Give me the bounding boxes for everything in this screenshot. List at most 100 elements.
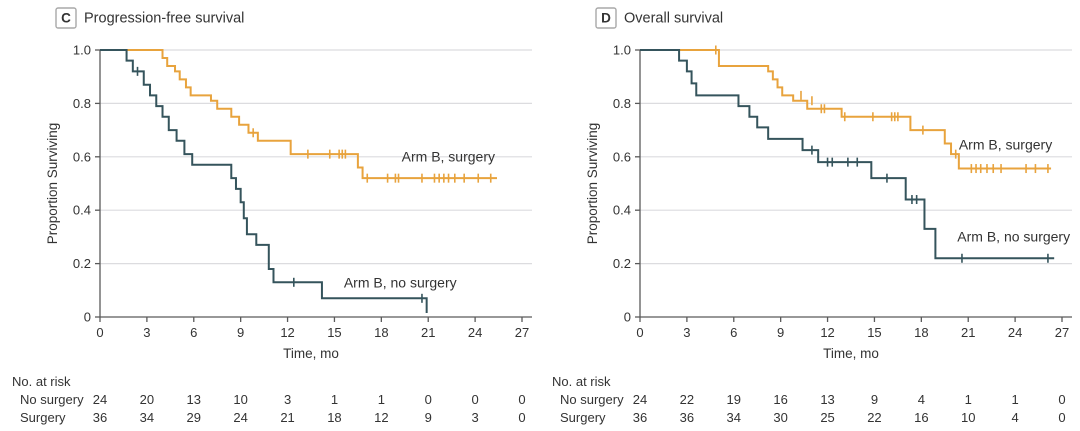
series-label: Arm B, no surgery	[344, 274, 457, 290]
panel-progression-free-survival: C Progression-free survival 0 0.2 0.4 0.6 0.8 1…	[12, 7, 532, 425]
x-tick-label: 9	[237, 325, 244, 340]
x-tick-label: 12	[820, 325, 834, 340]
series-label: Arm B, no surgery	[957, 228, 1070, 244]
series-label: Arm B, surgery	[402, 148, 495, 164]
x-tick-label: 15	[327, 325, 341, 340]
risk-count: 34	[140, 410, 154, 425]
km-curve	[640, 49, 1055, 260]
x-tick-label: 15	[867, 325, 881, 340]
x-tick-label: 21	[961, 325, 975, 340]
risk-count: 10	[961, 410, 975, 425]
risk-count: 36	[633, 410, 647, 425]
x-tick-label: 9	[777, 325, 784, 340]
x-tick-label: 6	[730, 325, 737, 340]
risk-table-heading: No. at risk	[12, 374, 71, 389]
y-tick-label: 0.4	[73, 203, 91, 218]
risk-table-heading: No. at risk	[552, 374, 611, 389]
risk-count: 34	[727, 410, 741, 425]
km-curve	[100, 49, 428, 313]
y-tick-label: 0.8	[73, 96, 91, 111]
risk-row-label: Surgery	[20, 410, 66, 425]
risk-count: 18	[327, 410, 341, 425]
km-curve	[640, 49, 1052, 170]
risk-count: 30	[773, 410, 787, 425]
risk-count: 16	[773, 392, 787, 407]
risk-row-label: No surgery	[20, 392, 84, 407]
risk-count: 22	[680, 392, 694, 407]
x-tick-label: 0	[636, 325, 643, 340]
risk-count: 0	[471, 392, 478, 407]
x-tick-label: 24	[468, 325, 482, 340]
risk-count: 29	[187, 410, 201, 425]
risk-count: 0	[425, 392, 432, 407]
y-tick-label: 1.0	[73, 43, 91, 58]
panel-letter: C	[61, 11, 71, 26]
x-tick-label: 0	[96, 325, 103, 340]
risk-count: 4	[918, 392, 925, 407]
risk-count: 24	[93, 392, 107, 407]
risk-count: 24	[633, 392, 647, 407]
y-tick-label: 0.2	[73, 256, 91, 271]
panel-overall-survival: D Overall survival 0 0.2 0.4 0.6 0.8 1.0 0 3 6 9 12 1…	[540, 0, 1080, 431]
x-tick-label: 18	[914, 325, 928, 340]
risk-count: 0	[1058, 392, 1065, 407]
y-axis-title: Proportion Surviving	[585, 123, 600, 245]
x-axis-title: Time, mo	[823, 346, 879, 361]
series-label: Arm B, surgery	[959, 136, 1052, 152]
risk-count: 1	[378, 392, 385, 407]
y-tick-label: 0.8	[613, 96, 631, 111]
risk-count: 12	[374, 410, 388, 425]
risk-count: 1	[965, 392, 972, 407]
y-tick-label: 0.6	[613, 149, 631, 164]
risk-row-label: Surgery	[560, 410, 606, 425]
risk-count: 9	[871, 392, 878, 407]
risk-count: 20	[140, 392, 154, 407]
risk-count: 21	[280, 410, 294, 425]
risk-count: 10	[233, 392, 247, 407]
risk-count: 3	[471, 410, 478, 425]
x-tick-label: 24	[1008, 325, 1022, 340]
x-tick-label: 27	[1055, 325, 1069, 340]
y-tick-label: 0	[84, 310, 91, 325]
risk-count: 0	[518, 392, 525, 407]
risk-count: 4	[1011, 410, 1018, 425]
risk-count: 0	[1058, 410, 1065, 425]
y-axis-title: Proportion Surviving	[45, 123, 60, 245]
chart-progression-free-survival: C Progression-free survival 0 0.2 0.4 0.6 0.8 1…	[12, 7, 532, 425]
x-tick-label: 6	[190, 325, 197, 340]
risk-row-label: No surgery	[560, 392, 624, 407]
x-tick-label: 27	[515, 325, 529, 340]
panel-letter-box	[595, 7, 617, 29]
risk-count: 0	[518, 410, 525, 425]
panel-letter: D	[601, 11, 611, 26]
y-tick-label: 0	[624, 310, 631, 325]
risk-count: 25	[820, 410, 834, 425]
km-curve	[100, 49, 497, 180]
x-axis-title: Time, mo	[283, 346, 339, 361]
panel-title: Progression-free survival	[84, 11, 244, 27]
x-tick-label: 21	[421, 325, 435, 340]
risk-count: 3	[284, 392, 291, 407]
y-tick-label: 1.0	[613, 43, 631, 58]
risk-count: 22	[867, 410, 881, 425]
risk-count: 36	[93, 410, 107, 425]
panel-title: Overall survival	[624, 11, 723, 27]
risk-count: 9	[425, 410, 432, 425]
risk-count: 36	[680, 410, 694, 425]
x-tick-label: 3	[143, 325, 150, 340]
risk-count: 1	[331, 392, 338, 407]
risk-count: 13	[820, 392, 834, 407]
y-tick-label: 0.4	[613, 203, 631, 218]
panel-letter-box	[55, 7, 77, 29]
y-tick-label: 0.6	[73, 149, 91, 164]
x-tick-label: 12	[280, 325, 294, 340]
risk-count: 19	[727, 392, 741, 407]
x-tick-label: 18	[374, 325, 388, 340]
risk-count: 1	[1011, 392, 1018, 407]
risk-count: 16	[914, 410, 928, 425]
risk-count: 13	[187, 392, 201, 407]
y-tick-label: 0.2	[613, 256, 631, 271]
risk-count: 24	[233, 410, 247, 425]
